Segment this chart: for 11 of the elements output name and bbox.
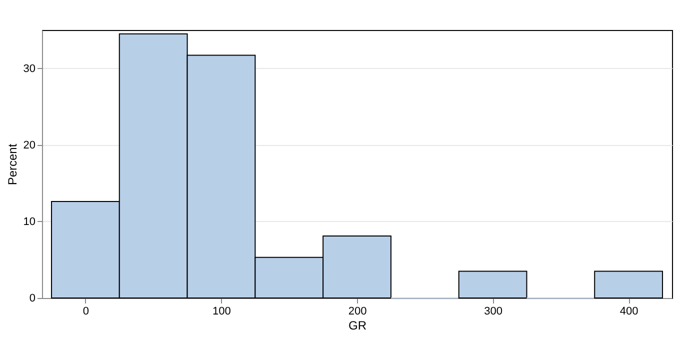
x-tick-label: 300 <box>484 306 502 318</box>
y-tick-label: 20 <box>23 139 36 152</box>
x-tick-label: 200 <box>348 306 367 318</box>
x-axis-title: GR <box>348 318 367 332</box>
y-tick-label: 30 <box>23 62 36 75</box>
x-tick-label: 0 <box>82 306 90 318</box>
y-axis-title: Percent <box>5 143 20 186</box>
y-tick-label: 0 <box>29 292 36 304</box>
y-tick-label: 10 <box>23 216 36 228</box>
x-tick-label: 100 <box>212 306 231 318</box>
x-tick-label: 400 <box>620 306 638 318</box>
